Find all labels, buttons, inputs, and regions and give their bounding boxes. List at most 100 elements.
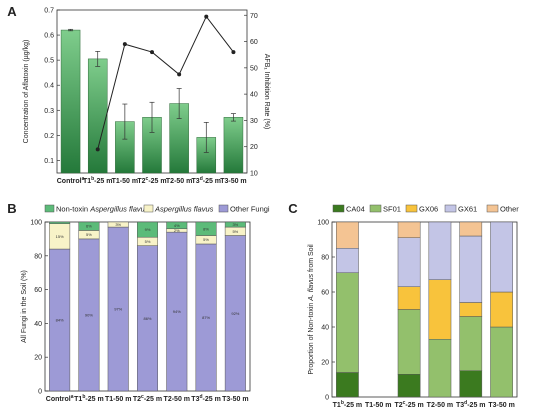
stacked-segment [137, 221, 158, 238]
panel-a-aflatoxin-chart: A 0.1 0.2 0.3 0.4 0.5 0.6 0.7 10 20 30 40 50 60 70 Cont… [7, 4, 270, 185]
category-label: T1b-25 m [333, 400, 363, 409]
panel-label: A [7, 4, 17, 19]
category-label: T1b-25 m [74, 394, 104, 403]
y-tick-label: 0.6 [44, 33, 54, 40]
stacked-segment [397, 237, 421, 287]
stacked-segment [336, 248, 359, 273]
stacked-segment [490, 221, 513, 293]
category-label: T3d-25 m [456, 400, 486, 409]
category-label: T1-50 m [105, 396, 131, 403]
category-label: T2c-25 m [133, 394, 162, 403]
y2-tick-label: 20 [250, 144, 258, 151]
legend-swatch [444, 204, 457, 213]
stacked-segment [397, 374, 421, 398]
category-label: T2c-25 m [394, 400, 423, 409]
y-tick-label: 0.2 [44, 133, 54, 140]
stacked-segment [336, 372, 359, 398]
segment-label: 2% [174, 228, 180, 233]
y2-axis-label: AFB₁ Inhibition Rate (%) [263, 54, 270, 130]
segment-label: 3% [115, 222, 121, 227]
category-label: Controla [57, 176, 85, 185]
category-label: T2-50 m [427, 402, 453, 409]
y2-tick-label: 40 [250, 92, 258, 99]
inhibition-rate-point [177, 72, 182, 77]
legend-swatch [405, 204, 418, 213]
y2-tick-label: 10 [250, 171, 258, 178]
inhibition-rate-point [204, 14, 209, 19]
legend: CA04 SF01 GX06 GX61 Other [332, 204, 519, 214]
stacked-segment [195, 221, 217, 236]
aflatoxin-bar [87, 58, 108, 174]
segment-label: 3% [232, 222, 238, 227]
legend: Non-toxin Aspergillus flavus Aspergillus … [44, 204, 270, 214]
legend-swatch [218, 204, 229, 213]
category-label: T3d-25 m [191, 394, 221, 403]
category-label: T3-50 m [220, 178, 246, 185]
stacked-segment [166, 221, 188, 230]
y2-tick-label: 30 [250, 118, 258, 125]
legend-label: SF01 [383, 205, 401, 214]
stacked-segment [397, 221, 421, 238]
segment-label: 5% [145, 239, 151, 244]
stacked-segment [78, 221, 100, 231]
legend-swatch [369, 204, 382, 213]
segment-label: 5% [232, 229, 238, 234]
y-tick-label: 20 [321, 360, 329, 367]
segment-label: 5% [86, 232, 92, 237]
y2-tick-label: 50 [250, 65, 258, 72]
legend-label: Other Fungi [230, 205, 270, 214]
y-tick-label: 0.4 [44, 83, 54, 90]
segment-label: 8% [203, 226, 209, 231]
y-tick-label: 80 [34, 253, 42, 260]
legend-swatch [486, 204, 499, 213]
category-label: T2c-25 m [137, 176, 166, 185]
segment-label: 87% [202, 315, 210, 320]
legend-label: GX06 [419, 205, 438, 214]
segment-label: 86% [143, 316, 151, 321]
stacked-segment [459, 370, 483, 398]
inhibition-rate-point [95, 147, 100, 152]
y-tick-label: 20 [34, 355, 42, 362]
inhibition-rate-point [150, 50, 154, 55]
stacked-segment [107, 221, 129, 228]
segment-label: 6% [86, 224, 92, 229]
y-tick-label: 40 [34, 321, 42, 328]
stacked-segment [490, 326, 513, 398]
y-axis-label: Concentration of Aflatoxin (µg/kg) [23, 40, 30, 144]
y-tick-label: 0.7 [44, 8, 54, 15]
legend-swatch [332, 204, 345, 213]
segment-label: 9% [145, 227, 151, 232]
legend-label: CA04 [346, 205, 365, 214]
category-label: T3-50 m [222, 396, 248, 403]
y-tick-label: 40 [321, 325, 329, 332]
y-tick-label: 60 [321, 290, 329, 297]
panel-label: C [288, 201, 298, 216]
y-tick-label: 100 [317, 220, 329, 227]
segment-label: 4% [174, 223, 180, 228]
segment-label: 92% [231, 311, 239, 316]
stacked-segment [459, 302, 483, 317]
category-label: T3d-25 m [192, 176, 222, 185]
inhibition-rate-point [122, 42, 127, 47]
stacked-segment [224, 221, 246, 228]
segment-label: 97% [114, 307, 122, 312]
y-tick-label: 0 [38, 389, 42, 396]
panel-c-strain-proportion-chart: C CA04 SF01 GX06 GX61 Other 0 20 40 60 80 100 T1b-25… [288, 201, 519, 409]
stacked-segment [428, 339, 452, 398]
y-axis-label: All Fungi in the Soil (%) [21, 270, 28, 343]
stacked-segment [336, 221, 359, 249]
category-label: T1b-25 m [83, 176, 113, 185]
inhibition-rate-line [97, 15, 234, 150]
aflatoxin-bar [223, 117, 244, 174]
y-tick-label: 0.1 [44, 158, 54, 165]
legend-label: Other [500, 205, 519, 214]
y-tick-label: 0 [325, 395, 329, 402]
stacked-segment [428, 279, 452, 340]
segment-label: 94% [173, 309, 181, 314]
legend-swatch [44, 204, 55, 213]
y-tick-label: 0.3 [44, 108, 54, 115]
stacked-segment [428, 221, 452, 280]
panel-label: B [7, 201, 16, 216]
category-label: T3-50 m [488, 402, 514, 409]
